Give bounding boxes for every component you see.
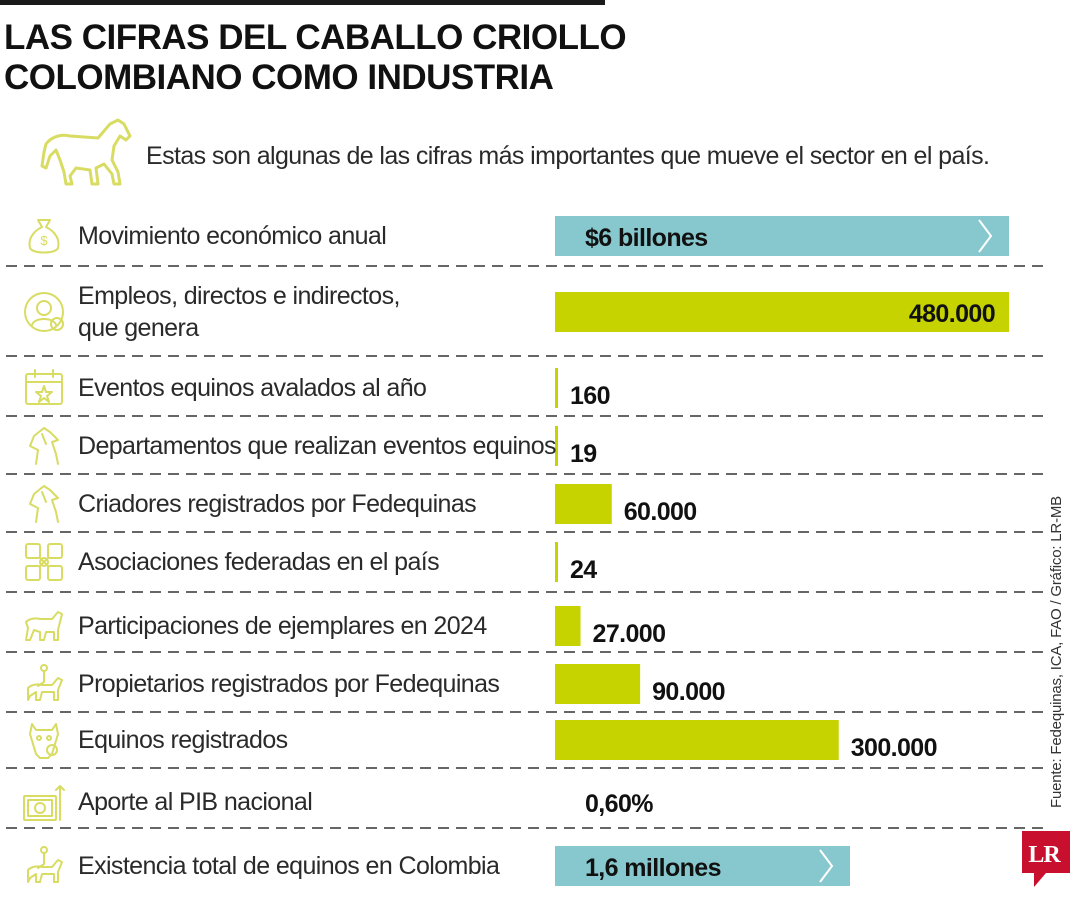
top-rule — [0, 0, 605, 5]
row-label: Asociaciones federadas en el país — [78, 546, 440, 578]
row-label: Movimiento económico anual — [78, 220, 387, 252]
bar — [555, 720, 839, 760]
row-label: Propietarios registrados por Fedequinas — [78, 668, 500, 700]
chart-title: LAS CIFRAS DEL CABALLO CRIOLLO COLOMBIAN… — [4, 18, 627, 98]
bar — [555, 606, 581, 646]
data-label: 90.000 — [652, 678, 725, 706]
row-label: Existencia total de equinos en Colombia — [78, 850, 500, 882]
data-label: 1,6 millones — [585, 854, 721, 882]
worker-icon — [24, 292, 64, 332]
lr-logo: LR — [1022, 831, 1070, 887]
logo-text: LR — [1028, 842, 1060, 868]
row-label-line: Aporte al PIB nacional — [78, 788, 313, 816]
data-label: 27.000 — [593, 620, 666, 648]
row-label-line: Equinos registrados — [78, 726, 288, 754]
row-label-line: Movimiento económico anual — [78, 222, 387, 250]
row-label-line: Asociaciones federadas en el país — [78, 548, 440, 576]
horse-face-icon — [29, 723, 59, 759]
bar — [555, 542, 558, 582]
data-label: $6 billones — [585, 224, 708, 252]
rider-icon — [27, 846, 63, 883]
data-label: 19 — [570, 440, 597, 468]
horse-head-icon — [29, 427, 59, 465]
title-line-2: COLOMBIANO COMO INDUSTRIA — [4, 58, 554, 97]
data-label: 60.000 — [624, 498, 697, 526]
data-label: 300.000 — [851, 734, 937, 762]
row-label-line: Propietarios registrados por Fedequinas — [78, 670, 500, 698]
row-label: Equinos registrados — [78, 724, 288, 756]
intro-text: Estas son algunas de las cifras más impo… — [146, 142, 990, 170]
row-label-line: Eventos equinos avalados al año — [78, 374, 427, 402]
row-label-line: Empleos, directos e indirectos, — [78, 282, 400, 310]
horse-icon — [25, 611, 63, 641]
data-label: 160 — [570, 382, 610, 410]
source-note: Fuente: Fedequinas, ICA, FAO / Gráfico: … — [1048, 496, 1065, 808]
row-label: Aporte al PIB nacional — [78, 786, 313, 818]
row-label: Criadores registrados por Fedequinas — [78, 488, 477, 520]
logo-badge-icon — [1022, 831, 1070, 887]
chevron-right-icon — [819, 849, 834, 883]
calendar-star-icon — [25, 369, 63, 405]
row-label: Empleos, directos e indirectos, que gener… — [78, 280, 400, 344]
bar — [555, 368, 558, 408]
row-label: Departamentos que realizan eventos equin… — [78, 430, 557, 462]
bar — [555, 292, 1009, 332]
row-label-line: que genera — [78, 314, 199, 342]
data-label: 480.000 — [909, 300, 995, 328]
row-label-line: Participaciones de ejemplares en 2024 — [78, 612, 487, 640]
network-icon — [25, 543, 63, 581]
row-label: Eventos equinos avalados al año — [78, 372, 427, 404]
bar — [555, 426, 558, 466]
horse-icon — [40, 118, 132, 186]
chevron-right-icon — [978, 219, 993, 253]
svg-text:$: $ — [40, 233, 48, 248]
rider-icon — [27, 664, 63, 701]
data-label: 0,60% — [585, 790, 653, 818]
highlight-bar — [555, 216, 1009, 256]
row-label-line: Criadores registrados por Fedequinas — [78, 490, 477, 518]
money-bag-icon: $ — [28, 219, 60, 254]
row-label-line: Existencia total de equinos en Colombia — [78, 852, 500, 880]
title-line-1: LAS CIFRAS DEL CABALLO CRIOLLO — [4, 18, 627, 57]
bar — [555, 484, 612, 524]
highlight-bar — [555, 846, 850, 886]
row-label-line: Departamentos que realizan eventos equin… — [78, 432, 557, 460]
banknote-icon — [23, 785, 65, 821]
horse-head-icon — [29, 485, 59, 523]
row-label: Participaciones de ejemplares en 2024 — [78, 610, 487, 642]
data-label: 24 — [570, 556, 597, 584]
bar — [555, 664, 641, 704]
